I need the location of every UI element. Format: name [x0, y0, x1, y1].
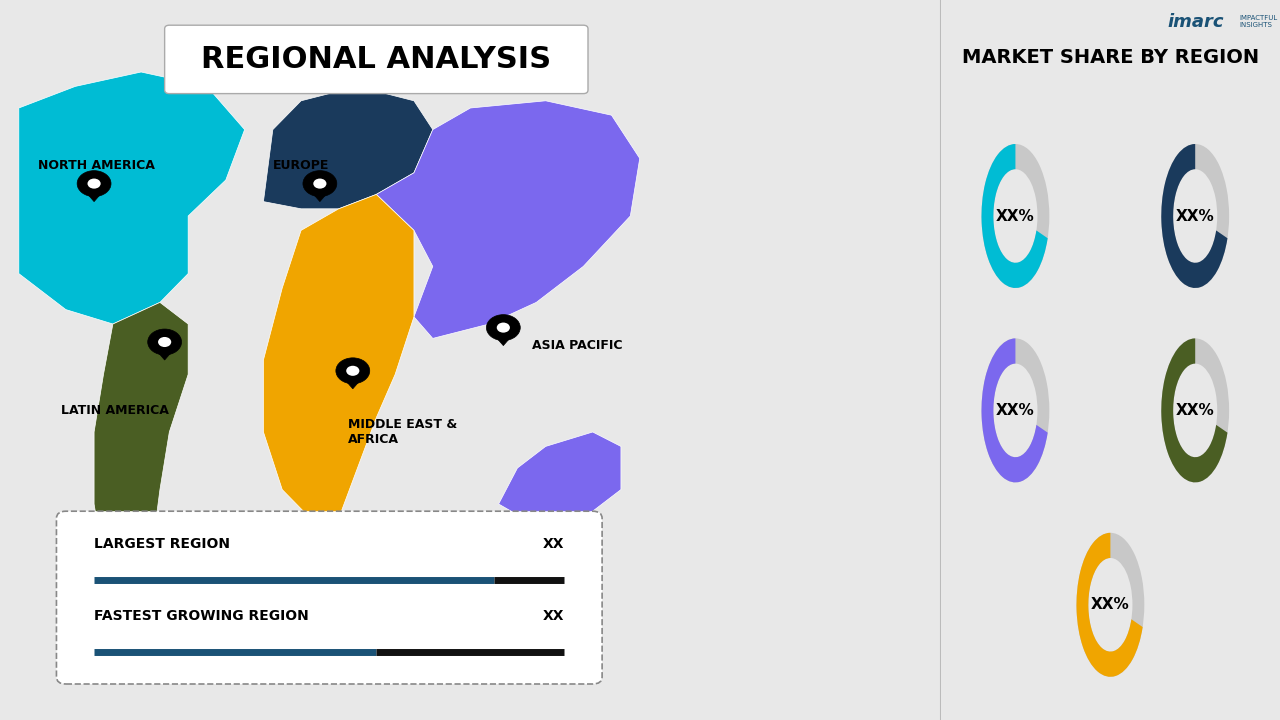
Text: XX%: XX% — [1176, 209, 1215, 223]
Text: XX%: XX% — [996, 403, 1034, 418]
Text: REGIONAL ANALYSIS: REGIONAL ANALYSIS — [201, 45, 552, 73]
Circle shape — [87, 179, 101, 189]
Text: XX: XX — [543, 536, 564, 551]
Polygon shape — [154, 347, 175, 360]
Circle shape — [147, 329, 182, 355]
Polygon shape — [308, 189, 332, 202]
Text: imarc: imarc — [1167, 12, 1224, 30]
Text: EUROPE: EUROPE — [273, 159, 329, 172]
Wedge shape — [1076, 533, 1143, 677]
Circle shape — [303, 171, 337, 197]
Polygon shape — [95, 302, 188, 590]
Text: MIDDLE EAST &
AFRICA: MIDDLE EAST & AFRICA — [348, 418, 457, 446]
Text: XX%: XX% — [1091, 598, 1130, 612]
Text: MARKET SHARE BY REGION: MARKET SHARE BY REGION — [961, 48, 1260, 67]
Wedge shape — [1161, 338, 1228, 482]
Polygon shape — [264, 194, 413, 518]
Circle shape — [314, 179, 326, 189]
Polygon shape — [264, 86, 433, 209]
Polygon shape — [492, 333, 515, 346]
Wedge shape — [982, 144, 1050, 288]
Circle shape — [346, 366, 360, 376]
Circle shape — [486, 315, 520, 341]
Wedge shape — [982, 338, 1048, 482]
Text: XX%: XX% — [1176, 403, 1215, 418]
Circle shape — [335, 358, 370, 384]
FancyBboxPatch shape — [165, 25, 588, 94]
FancyBboxPatch shape — [56, 511, 602, 684]
Polygon shape — [499, 432, 621, 526]
Wedge shape — [1076, 533, 1144, 677]
Text: FASTEST GROWING REGION: FASTEST GROWING REGION — [95, 608, 308, 623]
Text: XX%: XX% — [996, 209, 1034, 223]
Wedge shape — [982, 144, 1048, 288]
Text: IMPACTFUL
INSIGHTS: IMPACTFUL INSIGHTS — [1239, 15, 1277, 28]
Polygon shape — [19, 72, 244, 324]
Polygon shape — [342, 376, 364, 389]
Polygon shape — [83, 189, 105, 202]
Text: ASIA PACIFIC: ASIA PACIFIC — [531, 339, 622, 352]
Text: XX: XX — [543, 608, 564, 623]
Text: LARGEST REGION: LARGEST REGION — [95, 536, 230, 551]
Wedge shape — [1161, 144, 1229, 288]
Polygon shape — [376, 101, 640, 338]
Circle shape — [497, 323, 509, 333]
Wedge shape — [982, 338, 1050, 482]
Wedge shape — [1161, 338, 1229, 482]
Wedge shape — [1161, 144, 1228, 288]
Text: LATIN AMERICA: LATIN AMERICA — [61, 404, 169, 417]
Circle shape — [77, 171, 111, 197]
Text: NORTH AMERICA: NORTH AMERICA — [37, 159, 155, 172]
Circle shape — [157, 337, 172, 347]
